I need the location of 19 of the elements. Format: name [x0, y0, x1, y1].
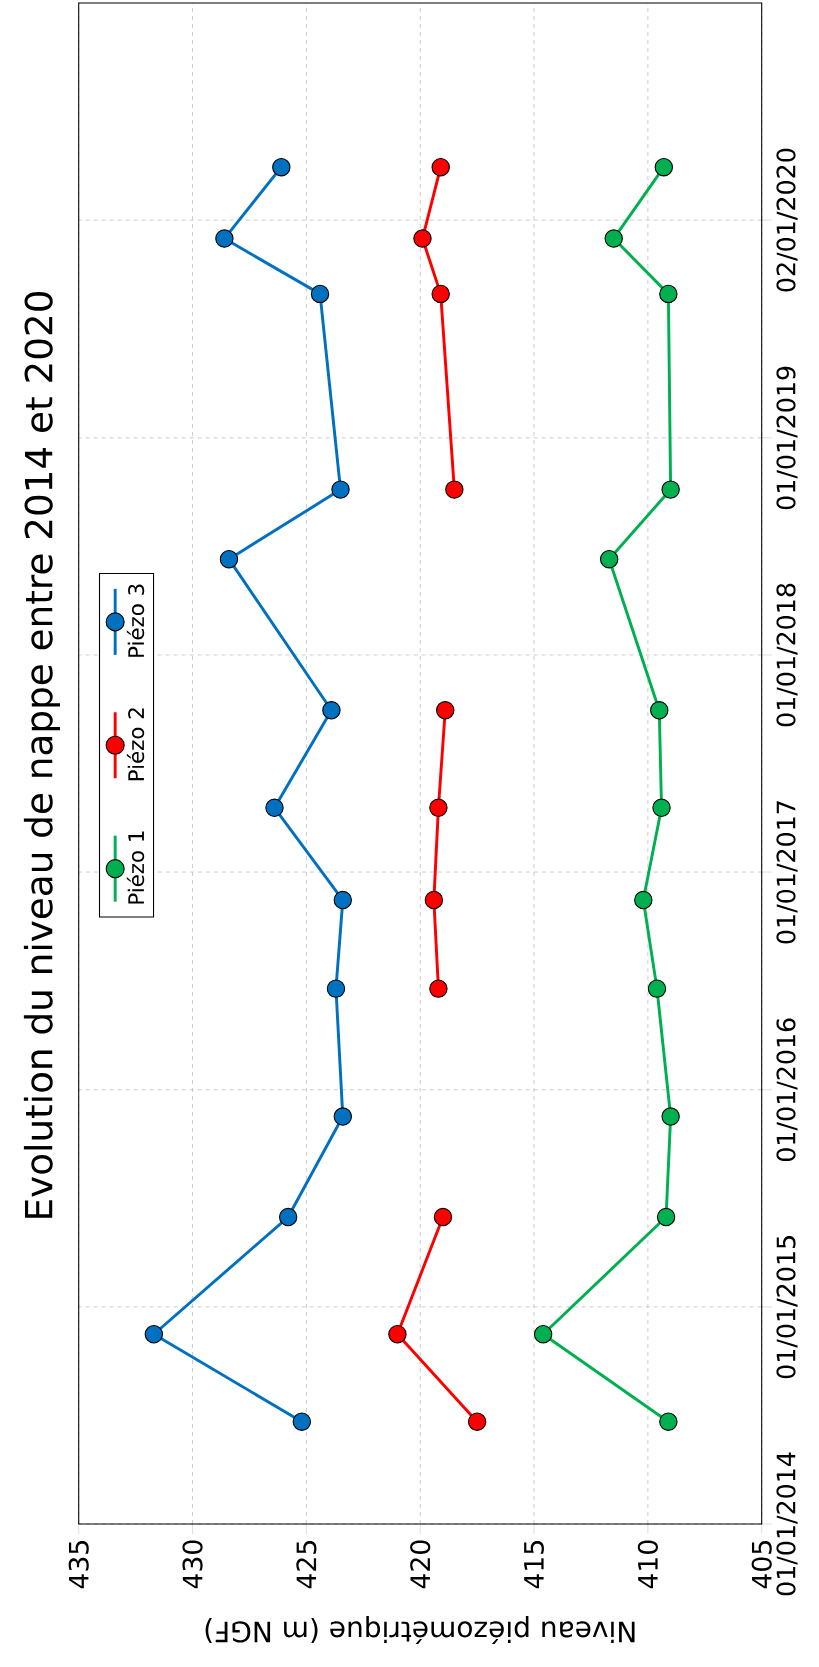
- y-tick-label: 01/01/2019: [776, 366, 798, 510]
- y-tick-label: 01/01/2016: [776, 1018, 798, 1162]
- x-tick-label: 405: [751, 1541, 772, 1589]
- x-axis-title: Niveau piézométrique (m NGF): [205, 1615, 635, 1645]
- x-tick-label: 410: [637, 1540, 659, 1589]
- y-tick-label: 01/01/2017: [776, 801, 798, 944]
- legend-label: Piézo 3: [126, 584, 145, 657]
- x-tick-label: 415: [524, 1541, 545, 1589]
- x-tick-label: 430: [182, 1540, 203, 1589]
- y-tick-label: 01/01/2015: [776, 1236, 798, 1379]
- x-tick-label: 420: [410, 1540, 431, 1589]
- x-tick-label: 425: [296, 1541, 317, 1589]
- legend-label: Piézo 2: [126, 708, 145, 781]
- y-tick-label: 01/01/2014: [776, 1452, 798, 1596]
- legend-label: Piézo 1: [126, 831, 145, 904]
- y-tick-label: 01/01/2018: [776, 583, 798, 727]
- y-tick-label: 02/01/2020: [776, 148, 798, 292]
- x-tick-label: 435: [68, 1541, 89, 1589]
- text: Evolution du niveau de nappe entre 2014 et 2020: [24, 292, 61, 1218]
